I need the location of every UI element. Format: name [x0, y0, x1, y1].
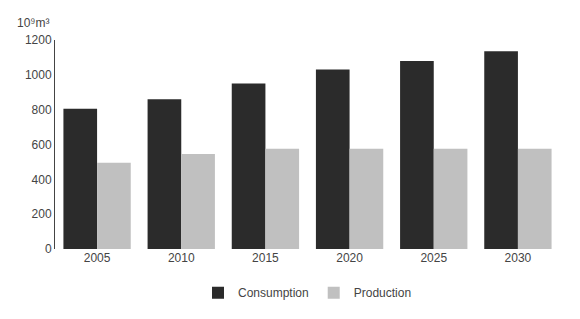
svg-text:800: 800 [32, 103, 52, 117]
svg-text:2030: 2030 [505, 251, 532, 265]
svg-text:400: 400 [32, 173, 52, 187]
svg-text:10⁹m³: 10⁹m³ [17, 16, 49, 30]
svg-text:2020: 2020 [336, 251, 363, 265]
svg-text:Consumption: Consumption [238, 286, 309, 300]
svg-text:200: 200 [32, 207, 52, 221]
svg-text:2010: 2010 [168, 251, 195, 265]
svg-text:600: 600 [32, 138, 52, 152]
svg-text:Production: Production [354, 286, 411, 300]
svg-text:2005: 2005 [84, 251, 111, 265]
svg-text:1200: 1200 [25, 33, 52, 47]
svg-text:0: 0 [45, 242, 52, 256]
svg-text:2015: 2015 [252, 251, 279, 265]
svg-text:2025: 2025 [420, 251, 447, 265]
svg-text:1000: 1000 [25, 68, 52, 82]
